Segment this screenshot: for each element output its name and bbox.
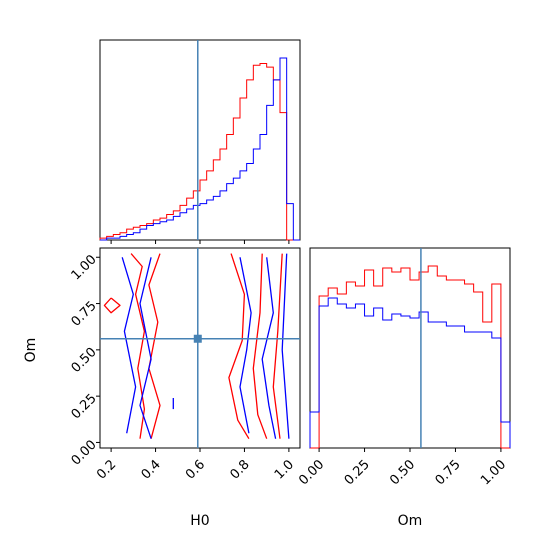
Om-marginal-red-step — [310, 265, 510, 449]
contour-x-ticks: 0.2 0.4 0.6 0.8 1.0 — [94, 448, 297, 483]
om-ytick-label-2: 0.50 — [69, 345, 100, 376]
om-ytick-label-4: 1.00 — [69, 252, 100, 283]
contour-red-3 — [252, 253, 268, 439]
H0-marginal-red-step — [99, 62, 300, 241]
h0-xtick-label-3: 0.8 — [227, 457, 252, 482]
h0-histograms — [99, 57, 300, 241]
h0-marginal-ticks — [110, 240, 290, 244]
h0-axis-title: H0 — [190, 513, 209, 529]
contour-blue-4 — [281, 253, 290, 439]
contour-blue-0 — [121, 257, 137, 434]
contour-blue-2 — [239, 257, 252, 434]
h0-xtick-label-2: 0.6 — [183, 457, 208, 482]
om-axis-title: Om — [398, 513, 423, 529]
h0-xtick-label-1: 0.4 — [139, 457, 164, 482]
om-marginal-panel: 0.00 0.25 0.50 0.75 1.00 Om — [296, 247, 511, 529]
om-ytick-label-0: 0.00 — [69, 437, 100, 468]
om-xtick-label-4: 1.00 — [478, 457, 509, 488]
contour-blue-3 — [261, 257, 277, 439]
contour-red-1 — [148, 253, 161, 439]
om-histograms — [309, 265, 511, 449]
h0-marginal-panel — [99, 39, 301, 244]
om-ytick-label-1: 0.25 — [69, 391, 100, 422]
om-xtick-label-3: 0.75 — [433, 457, 464, 488]
om-xtick-label-0: 0.00 — [296, 457, 327, 488]
om-ytick-label-3: 0.75 — [69, 299, 100, 330]
om-xtick-label-2: 0.50 — [387, 457, 418, 488]
h0-xtick-label-4: 1.0 — [272, 457, 297, 482]
contour-y-ticks: 0.00 0.25 0.50 0.75 1.00 — [69, 252, 100, 469]
contour-lines — [103, 253, 290, 440]
contour-blue-1 — [139, 257, 152, 439]
Om-marginal-blue-step — [309, 297, 511, 448]
H0-marginal-blue-step — [100, 57, 300, 241]
om-axis-title: Om — [23, 338, 39, 363]
contour-red-4 — [272, 253, 283, 439]
h0-marginal-frame — [99, 39, 301, 241]
contour-red-2 — [228, 253, 250, 440]
contour-red-5 — [103, 297, 121, 314]
h0-xtick-label-0: 0.2 — [94, 457, 119, 482]
om-x-ticks: 0.00 0.25 0.50 0.75 1.00 — [296, 448, 509, 488]
truth-point-marker — [193, 334, 202, 343]
h0-om-contour-panel: 0.2 0.4 0.6 0.8 1.0 0.000.250.500.751.00 H0 … — [23, 247, 301, 529]
contour-red-0 — [130, 253, 146, 439]
om-xtick-label-1: 0.25 — [342, 457, 373, 488]
